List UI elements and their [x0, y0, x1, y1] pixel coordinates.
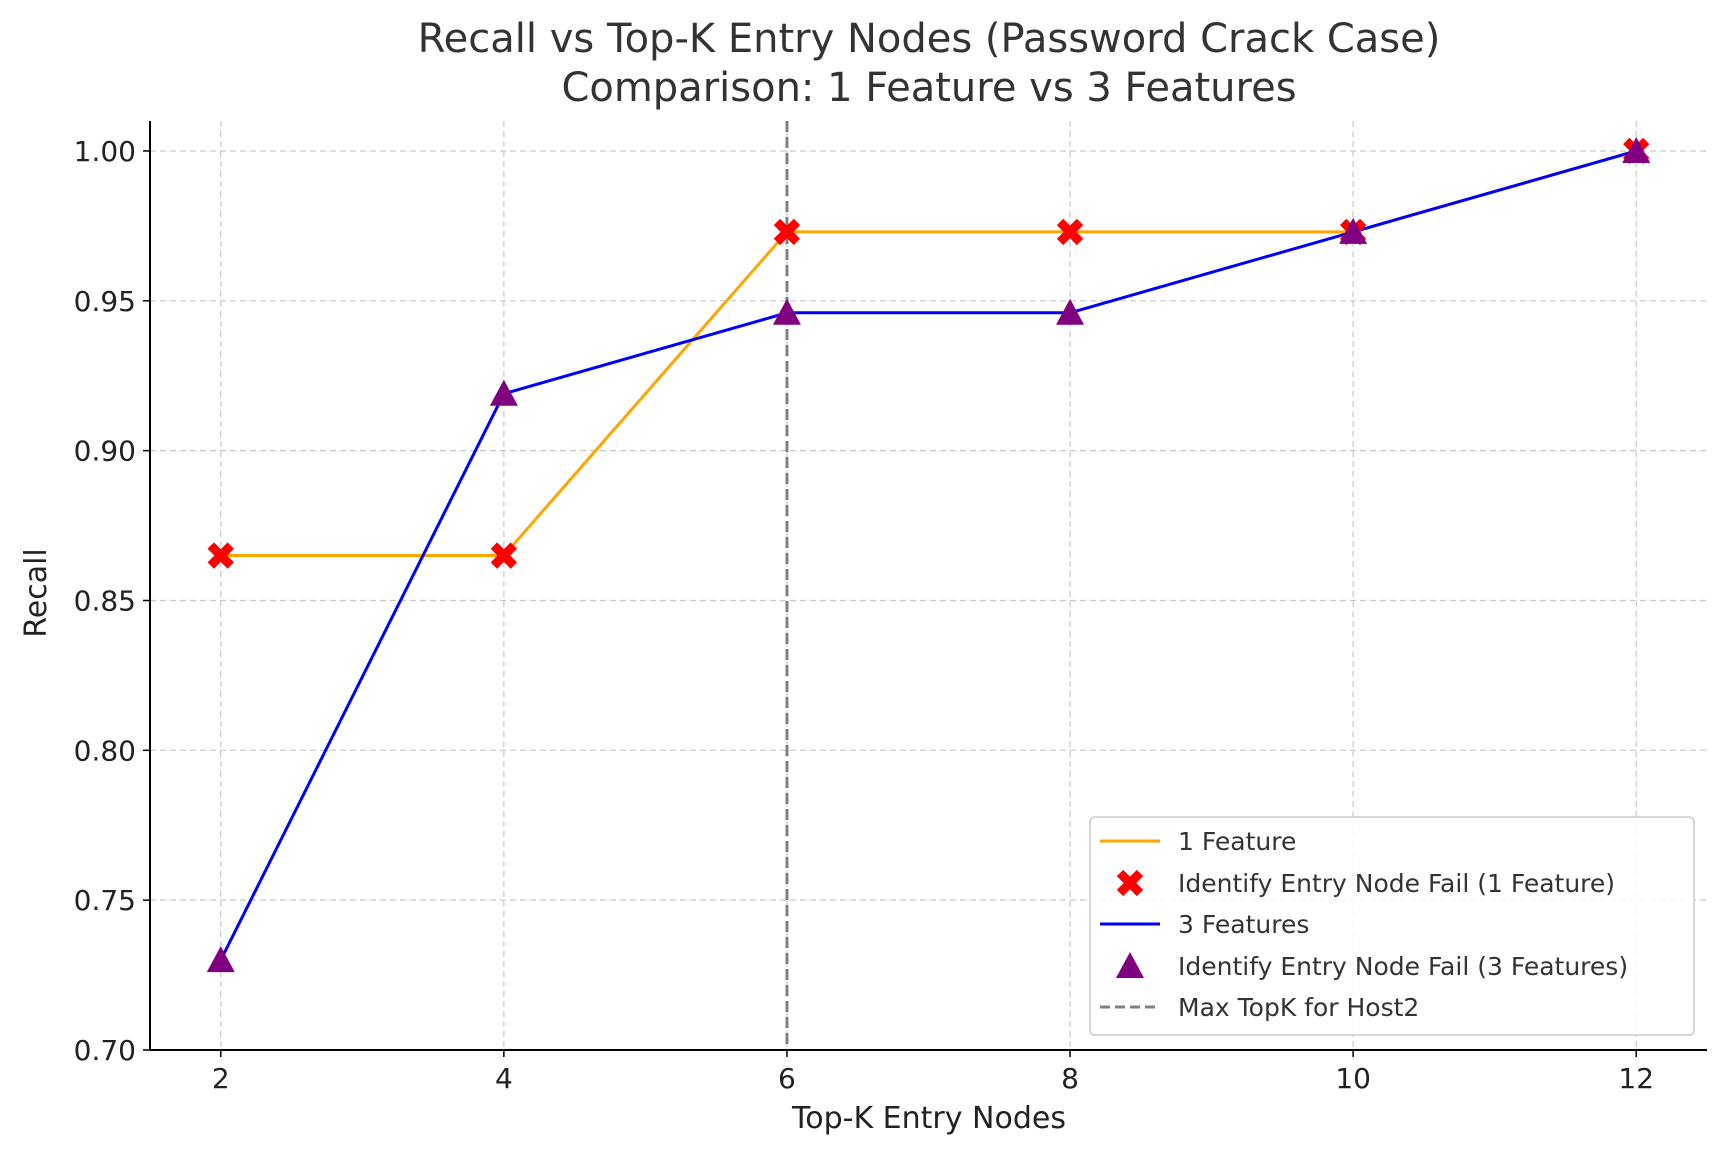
series-1-point-marker	[207, 542, 234, 569]
legend-label: 3 Features	[1178, 910, 1309, 939]
series	[206, 136, 1651, 973]
series-2-point-marker	[206, 946, 235, 973]
x-axis-label: Top-K Entry Nodes	[791, 1101, 1066, 1136]
legend-3-features-fail-marker	[1116, 952, 1144, 978]
legend-1-feature-fail-marker	[1116, 869, 1144, 897]
y-tick-label: 0.75	[74, 884, 136, 917]
series-2-point-marker	[1056, 298, 1085, 325]
legend-label: 1 Feature	[1178, 827, 1296, 856]
legend-label: Identify Entry Node Fail (3 Features)	[1178, 952, 1628, 981]
axes	[143, 121, 1707, 1057]
x-tick-label: 10	[1335, 1062, 1371, 1095]
x-tick-label: 6	[778, 1062, 796, 1095]
x-tick-label: 4	[495, 1062, 513, 1095]
y-axis-label: Recall	[19, 548, 54, 638]
series-2-point-marker	[1339, 217, 1368, 244]
chart-title-line-2: Comparison: 1 Feature vs 3 Features	[561, 65, 1296, 111]
x-tick-label: 12	[1618, 1062, 1654, 1095]
legend-box	[1089, 816, 1695, 1036]
y-tick-label: 0.95	[74, 285, 136, 318]
series-2-point-marker	[772, 298, 801, 325]
y-tick-label: 0.80	[74, 734, 136, 767]
series-1-point-marker	[1056, 218, 1084, 246]
chart-title-line-1: Recall vs Top-K Entry Nodes (Password Cr…	[418, 16, 1441, 62]
series-1-point-marker	[490, 542, 518, 569]
y-tick-label: 0.90	[74, 435, 136, 468]
legend-label: Max TopK for Host2	[1178, 993, 1419, 1022]
x-tick-label: 2	[212, 1062, 230, 1095]
y-tick-label: 1.00	[74, 135, 136, 168]
tick-labels: 2 4 6 8 10 12 0.70 0.75 0.80 0.85 0.90 0.95 1.00	[74, 135, 1654, 1095]
y-tick-label: 0.70	[74, 1034, 136, 1067]
series-line-2	[219, 149, 1637, 961]
series-2-point-marker	[489, 379, 518, 406]
series-2-point-marker	[1622, 136, 1651, 163]
legend: 1 Feature Identify Entry Node Fail (1 Fea…	[1089, 816, 1695, 1036]
series-1-point-marker	[773, 218, 801, 246]
legend-label: Identify Entry Node Fail (1 Feature)	[1178, 869, 1615, 898]
x-tick-label: 8	[1061, 1062, 1079, 1095]
y-tick-label: 0.85	[74, 584, 136, 617]
